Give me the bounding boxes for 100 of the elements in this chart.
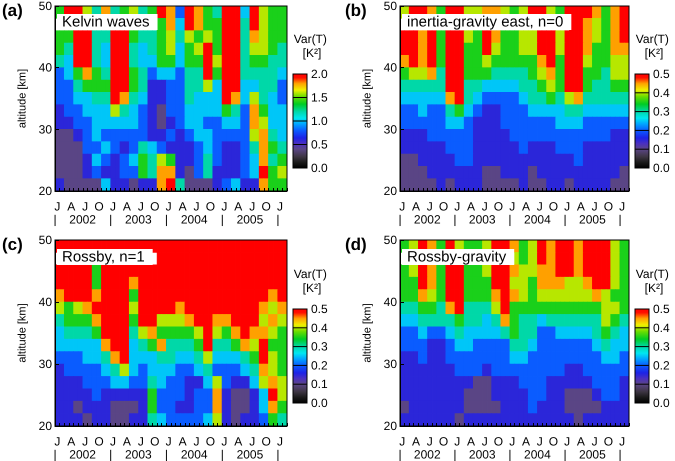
x-tick-label: J [509, 200, 516, 214]
color-bar-label: 0.5 [311, 302, 328, 316]
color-bar-label: 0.4 [311, 320, 328, 335]
x-tick-label: A [234, 434, 242, 448]
x2-tick-label: | [164, 448, 168, 461]
x2-tick-label: 2003 [124, 448, 152, 461]
y-tick-label: 40 [384, 60, 398, 75]
x2-tick-label: 2002 [69, 448, 96, 461]
x-tick-label: A [234, 200, 242, 214]
color-bar-label: 0.0 [311, 396, 328, 410]
y-tick-label: 30 [384, 122, 398, 136]
color-bar-label: 0.0 [653, 161, 670, 175]
x-tick-label: J [110, 434, 116, 448]
x-tick-label: A [122, 200, 131, 214]
color-bar-label: 0.5 [653, 302, 670, 316]
x-tick-label: J [482, 200, 488, 214]
x-tick-label: J [454, 434, 460, 448]
y-tick-label: 40 [38, 295, 52, 309]
x-tick-label: J [536, 200, 543, 214]
x-tick-label: J [564, 434, 570, 448]
color-bar-label: 0.0 [653, 396, 670, 410]
color-bar-title: Var(T) [K²] [294, 267, 330, 295]
x2-tick-label: 2002 [414, 212, 441, 226]
x-tick-label: A [67, 434, 76, 448]
x2-tick-label: | [398, 212, 402, 226]
x-tick-label: J [564, 200, 570, 214]
color-bar-label: 0.1 [653, 377, 670, 392]
x-tick-label: A [67, 200, 76, 214]
x2-tick-label: | [564, 212, 567, 226]
x-tick-label: O [548, 434, 558, 448]
color-bar-label: 0.3 [311, 340, 328, 354]
x-tick-label: J [619, 434, 626, 448]
color-bar-label: 0.1 [653, 142, 670, 156]
x2-tick-label: 2003 [468, 448, 496, 461]
x2-tick-label: | [276, 212, 280, 226]
x-tick-label: A [178, 200, 187, 214]
color-bar-label: 0.5 [311, 138, 328, 152]
x2-tick-label: 2005 [236, 448, 264, 461]
y-tick-label: 50 [384, 233, 398, 247]
x2-tick-label: 2002 [414, 448, 441, 461]
x2-tick-label: 2002 [69, 212, 96, 226]
x-tick-label: A [576, 434, 585, 448]
x2-tick-label: | [564, 448, 567, 461]
x-tick-label: J [399, 200, 406, 214]
color-bar-label: 0.4 [653, 320, 670, 335]
color-bar-label: 0.2 [311, 358, 328, 372]
x2-tick-label: 2004 [524, 212, 552, 226]
color-bar-label: 0.3 [653, 340, 670, 354]
x2-tick-label: 2003 [124, 212, 152, 226]
x-tick-label: J [110, 200, 116, 214]
x-tick-label: J [194, 434, 200, 448]
x-tick-label: O [438, 200, 448, 214]
x2-tick-label: | [109, 448, 112, 461]
color-bar-label: 0.1 [311, 377, 328, 392]
text: Rossby-gravity [407, 248, 507, 266]
color-bar-title: Var(T) [K²] [636, 32, 672, 60]
x-tick-label: J [482, 434, 488, 448]
x2-tick-label: | [164, 212, 168, 226]
x-tick-label: J [82, 200, 88, 214]
x-tick-label: O [494, 200, 504, 214]
x-tick-label: J [592, 434, 598, 448]
x-tick-label: O [261, 200, 271, 214]
x-tick-label: J [509, 434, 516, 448]
color-bar-title: Var(T) [K²] [294, 32, 330, 60]
x-tick-label: J [249, 434, 256, 448]
x-tick-label: A [522, 200, 530, 214]
color-bar-label: 0.4 [653, 86, 670, 100]
x-tick-label: J [277, 200, 284, 214]
x-tick-label: J [82, 434, 88, 448]
x-tick-label: J [619, 200, 626, 214]
x-tick-label: J [454, 200, 460, 214]
x-tick-label: J [536, 434, 543, 448]
x-tick-label: J [166, 434, 172, 448]
text: (a) [2, 1, 23, 20]
x-tick-label: J [249, 200, 256, 214]
x-tick-label: J [54, 200, 60, 214]
x-tick-label: J [426, 434, 433, 448]
y-axis-title: altitude [km] [361, 303, 374, 363]
x2-tick-label: | [618, 448, 622, 461]
y-tick-label: 50 [38, 233, 52, 247]
x-tick-label: J [592, 200, 598, 214]
x-tick-label: O [604, 200, 614, 214]
color-bar-label: 1.0 [311, 114, 328, 128]
x-tick-label: A [412, 200, 420, 214]
x2-tick-label: 2004 [524, 448, 552, 461]
x-tick-label: O [438, 434, 448, 448]
y-tick-label: 20 [38, 184, 52, 198]
y-tick-label: 40 [38, 60, 52, 75]
x-tick-label: A [122, 434, 131, 448]
y-tick-label: 20 [384, 184, 398, 198]
x2-tick-label: | [398, 448, 402, 461]
color-bar-label: 0.0 [311, 161, 328, 175]
x-tick-label: J [399, 434, 406, 448]
x-tick-label: A [576, 200, 585, 214]
x-tick-label: J [194, 200, 200, 214]
x-tick-label: J [221, 434, 228, 448]
color-bar-label: 1.5 [311, 90, 328, 104]
y-tick-label: 50 [384, 0, 398, 13]
color-bar-label: 0.3 [653, 104, 670, 119]
y-tick-label: 30 [38, 357, 52, 371]
